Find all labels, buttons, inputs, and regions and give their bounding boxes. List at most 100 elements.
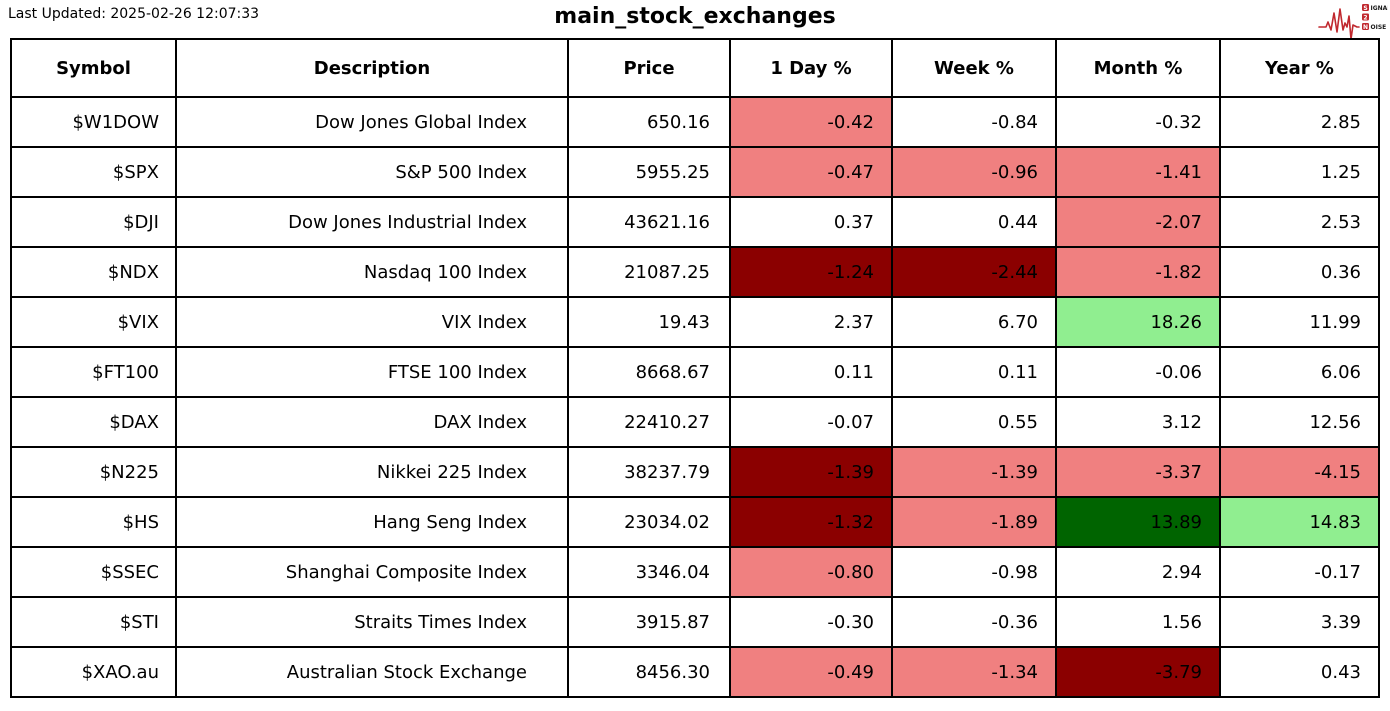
month-pct-cell: -3.79 (1055, 646, 1221, 698)
last-updated-timestamp: Last Updated: 2025-02-26 12:07:33 (8, 6, 260, 22)
week-pct-cell: -1.34 (891, 646, 1057, 698)
day-pct-cell: -0.49 (729, 646, 893, 698)
week-pct-cell: -1.89 (891, 496, 1057, 548)
day-pct-cell: -1.24 (729, 246, 893, 298)
week-pct-cell: 0.55 (891, 396, 1057, 448)
table-row: $DJI Dow Jones Industrial Index 43621.16… (10, 196, 1380, 248)
table-row: $VIX VIX Index 19.43 2.37 6.70 18.26 11.… (10, 296, 1380, 348)
month-pct-cell: 1.56 (1055, 596, 1221, 648)
month-pct-cell: -3.37 (1055, 446, 1221, 498)
description-cell: Straits Times Index (175, 596, 569, 648)
week-pct-cell: -0.36 (891, 596, 1057, 648)
table-row: $SSEC Shanghai Composite Index 3346.04 -… (10, 546, 1380, 598)
day-pct-cell: -1.32 (729, 496, 893, 548)
year-pct-cell: 12.56 (1219, 396, 1380, 448)
table-row: $HS Hang Seng Index 23034.02 -1.32 -1.89… (10, 496, 1380, 548)
price-cell: 3346.04 (567, 546, 731, 598)
symbol-cell: $NDX (10, 246, 177, 298)
symbol-cell: $VIX (10, 296, 177, 348)
symbol-cell: $SPX (10, 146, 177, 198)
price-cell: 23034.02 (567, 496, 731, 548)
column-header-symbol: Symbol (10, 38, 177, 98)
symbol-cell: $DAX (10, 396, 177, 448)
year-pct-cell: 0.43 (1219, 646, 1380, 698)
table-row: $N225 Nikkei 225 Index 38237.79 -1.39 -1… (10, 446, 1380, 498)
day-pct-cell: -0.07 (729, 396, 893, 448)
day-pct-cell: 0.11 (729, 346, 893, 398)
description-cell: Australian Stock Exchange (175, 646, 569, 698)
day-pct-cell: -0.30 (729, 596, 893, 648)
year-pct-cell: 3.39 (1219, 596, 1380, 648)
header-row: Symbol Description Price 1 Day % Week % … (10, 38, 1380, 98)
price-cell: 38237.79 (567, 446, 731, 498)
waveform-line (1318, 8, 1360, 40)
table-row: $DAX DAX Index 22410.27 -0.07 0.55 3.12 … (10, 396, 1380, 448)
year-pct-cell: 1.25 (1219, 146, 1380, 198)
week-pct-cell: 0.11 (891, 346, 1057, 398)
price-cell: 8668.67 (567, 346, 731, 398)
stock-exchanges-table: Symbol Description Price 1 Day % Week % … (10, 38, 1380, 698)
price-cell: 3915.87 (567, 596, 731, 648)
price-cell: 43621.16 (567, 196, 731, 248)
logo-letter-n: N (1363, 24, 1368, 31)
week-pct-cell: 0.44 (891, 196, 1057, 248)
column-header-1day-pct: 1 Day % (729, 38, 893, 98)
day-pct-cell: 0.37 (729, 196, 893, 248)
column-header-month-pct: Month % (1055, 38, 1221, 98)
logo-n-box (1362, 23, 1369, 30)
day-pct-cell: -0.80 (729, 546, 893, 598)
table-row: $NDX Nasdaq 100 Index 21087.25 -1.24 -2.… (10, 246, 1380, 298)
description-cell: Dow Jones Global Index (175, 96, 569, 148)
logo-digit-2: 2 (1363, 14, 1367, 21)
price-cell: 8456.30 (567, 646, 731, 698)
column-header-price: Price (567, 38, 731, 98)
year-pct-cell: 6.06 (1219, 346, 1380, 398)
column-header-week-pct: Week % (891, 38, 1057, 98)
symbol-cell: $SSEC (10, 546, 177, 598)
symbol-cell: $W1DOW (10, 96, 177, 148)
description-cell: VIX Index (175, 296, 569, 348)
price-cell: 21087.25 (567, 246, 731, 298)
year-pct-cell: 2.53 (1219, 196, 1380, 248)
week-pct-cell: 6.70 (891, 296, 1057, 348)
month-pct-cell: -0.06 (1055, 346, 1221, 398)
month-pct-cell: 13.89 (1055, 496, 1221, 548)
description-cell: S&P 500 Index (175, 146, 569, 198)
week-pct-cell: -0.84 (891, 96, 1057, 148)
description-cell: Shanghai Composite Index (175, 546, 569, 598)
symbol-cell: $DJI (10, 196, 177, 248)
year-pct-cell: 0.36 (1219, 246, 1380, 298)
day-pct-cell: -0.42 (729, 96, 893, 148)
day-pct-cell: -0.47 (729, 146, 893, 198)
description-cell: Nikkei 225 Index (175, 446, 569, 498)
year-pct-cell: -0.17 (1219, 546, 1380, 598)
table-row: $W1DOW Dow Jones Global Index 650.16 -0.… (10, 96, 1380, 148)
year-pct-cell: -4.15 (1219, 446, 1380, 498)
description-cell: Nasdaq 100 Index (175, 246, 569, 298)
price-cell: 650.16 (567, 96, 731, 148)
logo-s-box (1362, 4, 1369, 11)
year-pct-cell: 14.83 (1219, 496, 1380, 548)
signal2noise-logo: S IGNAL 2 N OISE (1318, 1, 1390, 43)
price-cell: 19.43 (567, 296, 731, 348)
table-row: $STI Straits Times Index 3915.87 -0.30 -… (10, 596, 1380, 648)
description-cell: Dow Jones Industrial Index (175, 196, 569, 248)
logo-letter-s: S (1363, 5, 1367, 12)
logo-2-box (1362, 13, 1369, 21)
symbol-cell: $N225 (10, 446, 177, 498)
symbol-cell: $STI (10, 596, 177, 648)
symbol-cell: $FT100 (10, 346, 177, 398)
week-pct-cell: -0.96 (891, 146, 1057, 198)
week-pct-cell: -0.98 (891, 546, 1057, 598)
symbol-cell: $HS (10, 496, 177, 548)
column-header-description: Description (175, 38, 569, 98)
table-row: $FT100 FTSE 100 Index 8668.67 0.11 0.11 … (10, 346, 1380, 398)
logo-text-oise: OISE (1371, 24, 1387, 31)
column-header-year-pct: Year % (1219, 38, 1380, 98)
description-cell: Hang Seng Index (175, 496, 569, 548)
day-pct-cell: -1.39 (729, 446, 893, 498)
week-pct-cell: -2.44 (891, 246, 1057, 298)
month-pct-cell: 2.94 (1055, 546, 1221, 598)
description-cell: FTSE 100 Index (175, 346, 569, 398)
week-pct-cell: -1.39 (891, 446, 1057, 498)
